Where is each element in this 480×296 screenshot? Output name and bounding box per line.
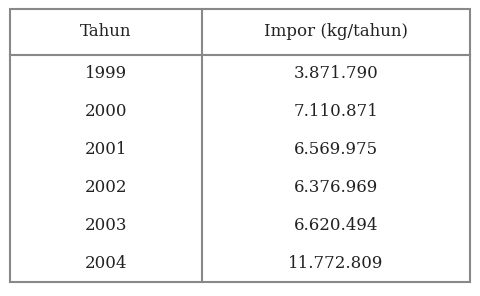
Text: 6.569.975: 6.569.975 — [294, 141, 378, 158]
Text: 11.772.809: 11.772.809 — [288, 255, 384, 272]
Text: Impor (kg/tahun): Impor (kg/tahun) — [264, 23, 408, 40]
Text: 2004: 2004 — [84, 255, 127, 272]
Text: 2001: 2001 — [84, 141, 127, 158]
Text: 2000: 2000 — [84, 103, 127, 120]
Text: 1999: 1999 — [84, 65, 127, 82]
Text: 3.871.790: 3.871.790 — [294, 65, 378, 82]
Text: 2003: 2003 — [84, 217, 127, 234]
Text: 2002: 2002 — [84, 179, 127, 196]
Text: 6.620.494: 6.620.494 — [294, 217, 378, 234]
Text: 7.110.871: 7.110.871 — [294, 103, 378, 120]
Text: Tahun: Tahun — [80, 23, 132, 40]
Text: 6.376.969: 6.376.969 — [294, 179, 378, 196]
